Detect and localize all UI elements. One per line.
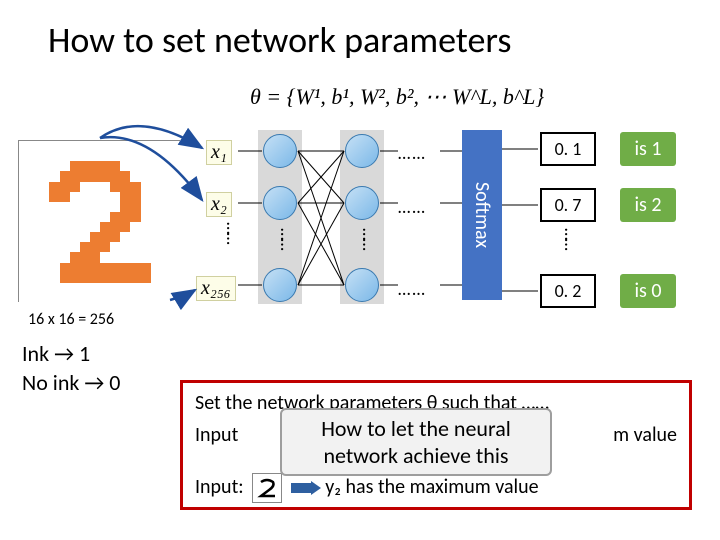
digit-pixel-image bbox=[18, 140, 180, 302]
input-x256: x₂₅₆ bbox=[196, 276, 236, 301]
mini-digit-icon bbox=[252, 473, 282, 503]
ellipsis-h: …… bbox=[398, 142, 427, 164]
neuron bbox=[345, 134, 379, 168]
ellipsis-v: …… bbox=[276, 228, 298, 249]
slide-title: How to set network parameters bbox=[48, 18, 511, 62]
arrow-right-icon bbox=[291, 481, 321, 495]
output-class-label: is 1 bbox=[620, 132, 676, 166]
ink-1: Ink → 1 bbox=[22, 340, 120, 369]
ellipsis-v: …… bbox=[560, 228, 582, 249]
softmax-block: Softmax bbox=[462, 130, 502, 300]
input-label-1: Input bbox=[195, 423, 238, 447]
neuron bbox=[263, 268, 297, 302]
neuron bbox=[345, 186, 379, 220]
softmax-label: Softmax bbox=[470, 182, 494, 248]
input-row-2: Input: y₂ has the maximum value bbox=[195, 473, 677, 503]
neuron bbox=[263, 186, 297, 220]
dimension-label: 16 x 16 = 256 bbox=[28, 310, 114, 329]
ellipsis-h: …… bbox=[398, 196, 427, 218]
neuron bbox=[345, 268, 379, 302]
ellipsis-v: …… bbox=[358, 228, 380, 249]
output-value: 0. 7 bbox=[540, 188, 596, 222]
row1-right: m value bbox=[613, 423, 677, 447]
input-x2: x₂ bbox=[206, 192, 232, 217]
output-value: 0. 1 bbox=[540, 132, 596, 166]
ellipsis-v: …… bbox=[222, 222, 244, 243]
input-x1: x₁ bbox=[206, 140, 232, 165]
overlay-question-box: How to let the neural network achieve th… bbox=[280, 408, 552, 476]
output-class-label: is 0 bbox=[620, 274, 676, 308]
ink-encoding-label: Ink → 1 No ink → 0 bbox=[22, 340, 120, 397]
row2-right: y₂ has the maximum value bbox=[325, 475, 538, 499]
theta-equation: θ = {W¹, b¹, W², b², ⋯ W^L, b^L} bbox=[250, 84, 544, 110]
input-label-2: Input: bbox=[195, 475, 244, 499]
ink-0: No ink → 0 bbox=[22, 369, 120, 398]
output-class-label: is 2 bbox=[620, 188, 676, 222]
ellipsis-h: …… bbox=[398, 278, 427, 300]
neuron bbox=[263, 134, 297, 168]
output-value: 0. 2 bbox=[540, 274, 596, 308]
